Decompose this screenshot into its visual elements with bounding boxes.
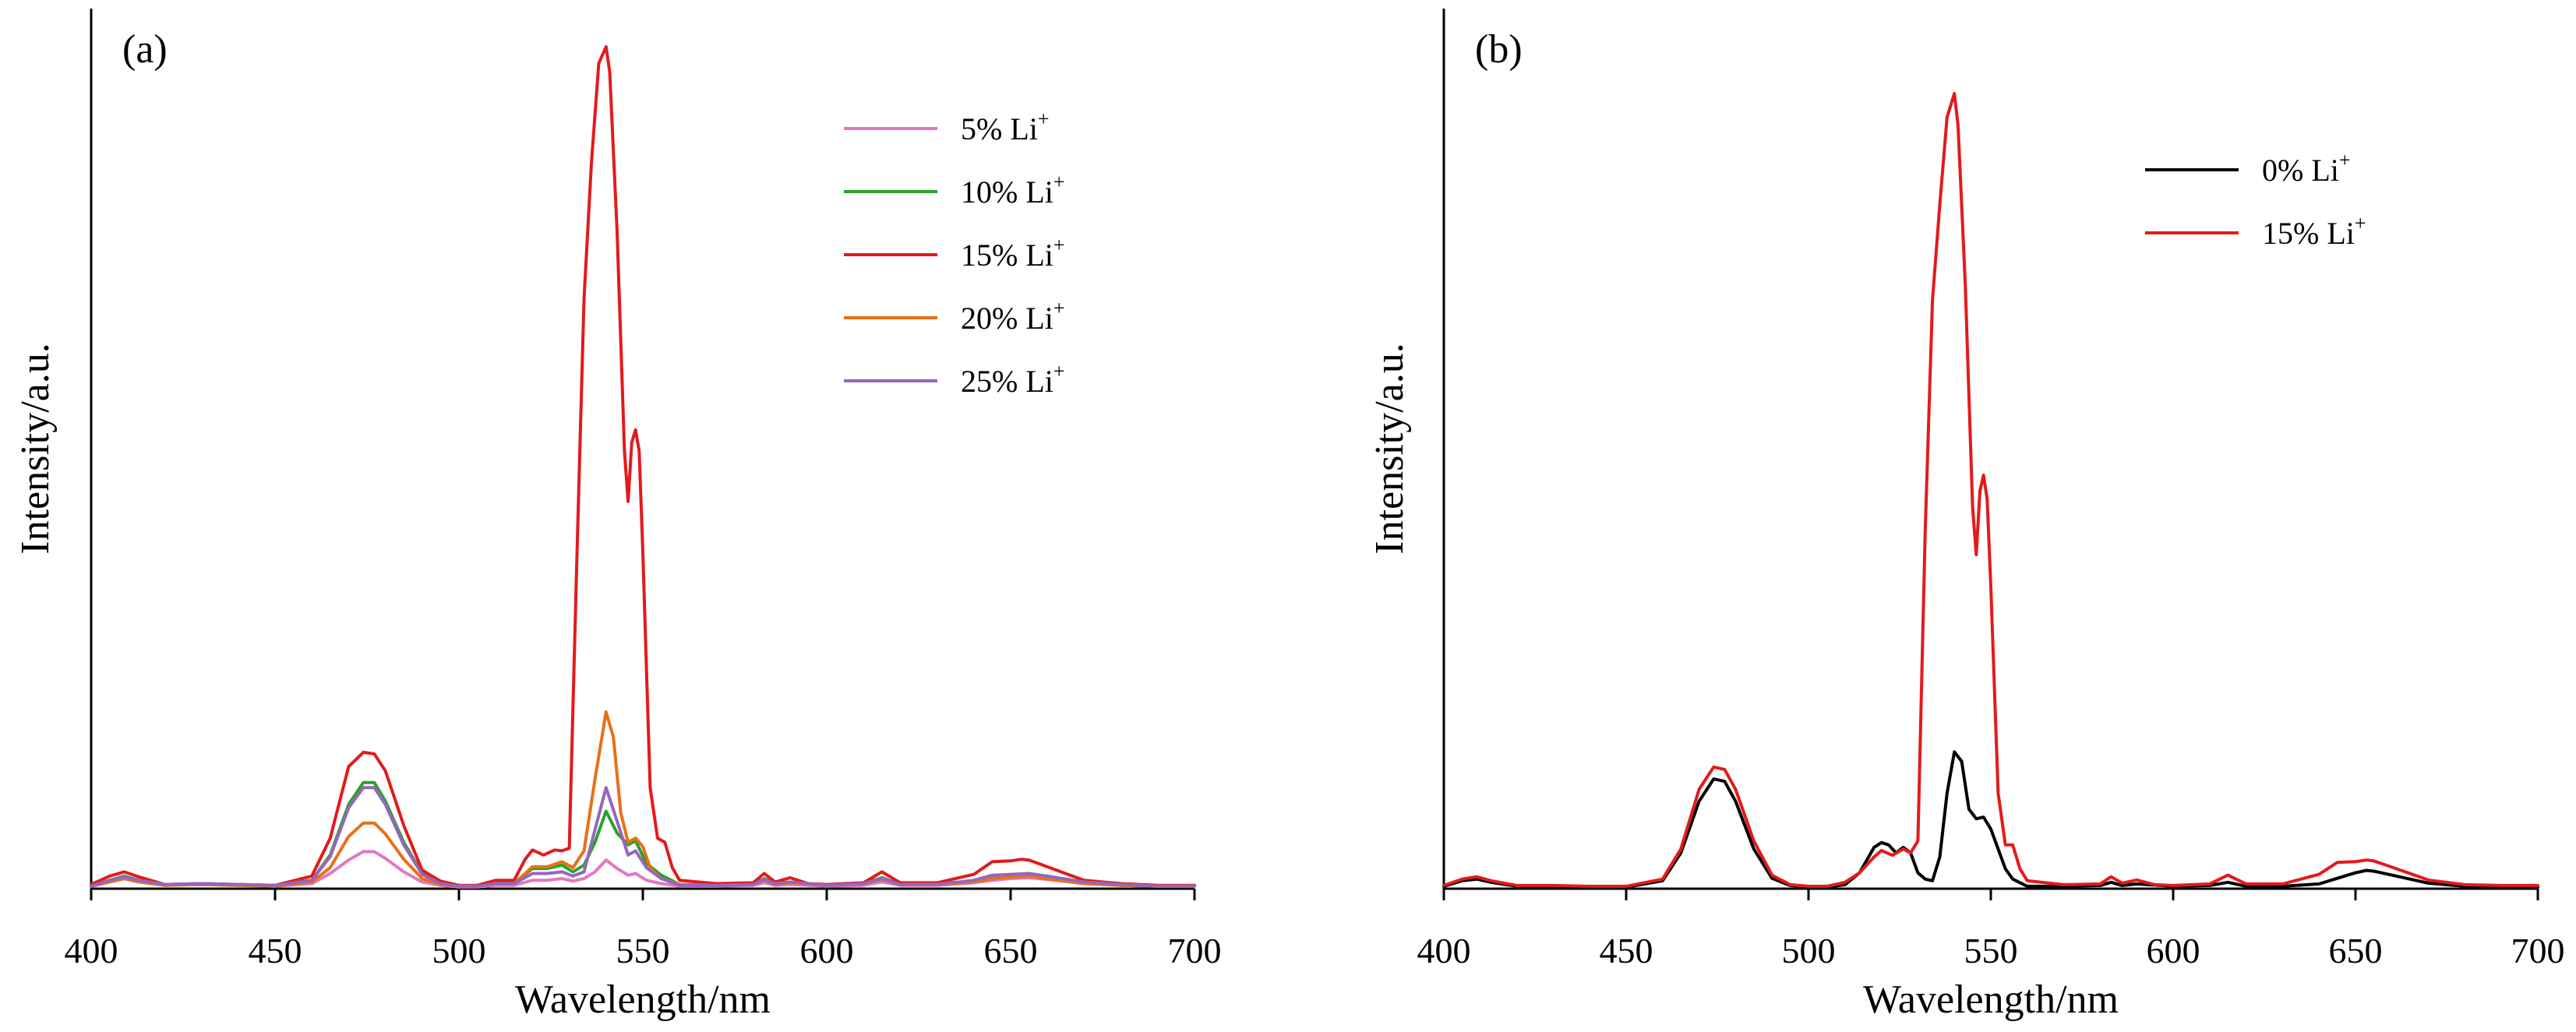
legend-label: 10% Li+ bbox=[961, 171, 1065, 210]
series-line bbox=[1442, 750, 2539, 889]
y-axis-title: Intensity/a.u. bbox=[13, 343, 58, 555]
legend-superscript: + bbox=[1053, 360, 1065, 382]
x-axis-title: Wavelength/nm bbox=[1863, 977, 2119, 1022]
x-axis-title: Wavelength/nm bbox=[515, 977, 771, 1022]
legend-superscript: + bbox=[1053, 297, 1065, 319]
panel-a: 400 450 500 550 600 650 700 (a) Wavelength/nm … bbox=[13, 9, 1222, 1022]
legend-label: 15% Li+ bbox=[961, 234, 1065, 273]
legend-label: 25% Li+ bbox=[961, 360, 1065, 399]
legend: 0% Li+ 15% Li+ bbox=[2145, 149, 2366, 251]
x-tick-label: 400 bbox=[1417, 931, 1471, 970]
x-tick-label: 500 bbox=[1782, 931, 1836, 970]
legend-superscript: + bbox=[1053, 171, 1065, 193]
x-tick-label: 700 bbox=[2511, 931, 2565, 970]
legend-label: 5% Li+ bbox=[961, 107, 1050, 146]
x-tick-label: 450 bbox=[249, 931, 302, 970]
x-tick-label: 400 bbox=[65, 931, 118, 970]
x-tick-label: 650 bbox=[2329, 931, 2383, 970]
x-tick-label: 700 bbox=[1168, 931, 1222, 970]
x-ticks: 400 450 500 550 600 650 700 bbox=[65, 889, 1222, 970]
panel-label: (a) bbox=[122, 27, 168, 72]
legend-label: 15% Li+ bbox=[2262, 212, 2366, 251]
panel-b: 400 450 500 550 600 650 700 (b) Wavelength/nm … bbox=[1367, 9, 2565, 1022]
series-line bbox=[90, 45, 1196, 887]
series-line bbox=[90, 780, 1196, 888]
series-line bbox=[1442, 92, 2539, 888]
x-ticks: 400 450 500 550 600 650 700 bbox=[1417, 889, 2565, 970]
x-tick-label: 600 bbox=[2147, 931, 2200, 970]
series-group bbox=[90, 45, 1196, 889]
x-tick-label: 500 bbox=[432, 931, 486, 970]
x-tick-label: 650 bbox=[984, 931, 1038, 970]
legend-superscript: + bbox=[2339, 149, 2351, 171]
legend: 5% Li+ 10% Li+ 15% Li+ 20% Li+ 25% Li+ bbox=[844, 107, 1065, 399]
panel-label: (b) bbox=[1475, 27, 1523, 72]
legend-superscript: + bbox=[1053, 234, 1065, 256]
series-line bbox=[90, 786, 1196, 888]
legend-superscript: + bbox=[1038, 107, 1050, 130]
x-tick-label: 550 bbox=[616, 931, 670, 970]
series-group bbox=[1442, 92, 2539, 889]
x-tick-label: 550 bbox=[1964, 931, 2018, 970]
x-tick-label: 600 bbox=[800, 931, 854, 970]
legend-superscript: + bbox=[2355, 212, 2366, 234]
y-axis-title: Intensity/a.u. bbox=[1367, 343, 1412, 555]
legend-label: 0% Li+ bbox=[2262, 149, 2351, 188]
x-tick-label: 450 bbox=[1600, 931, 1653, 970]
legend-label: 20% Li+ bbox=[961, 297, 1065, 336]
